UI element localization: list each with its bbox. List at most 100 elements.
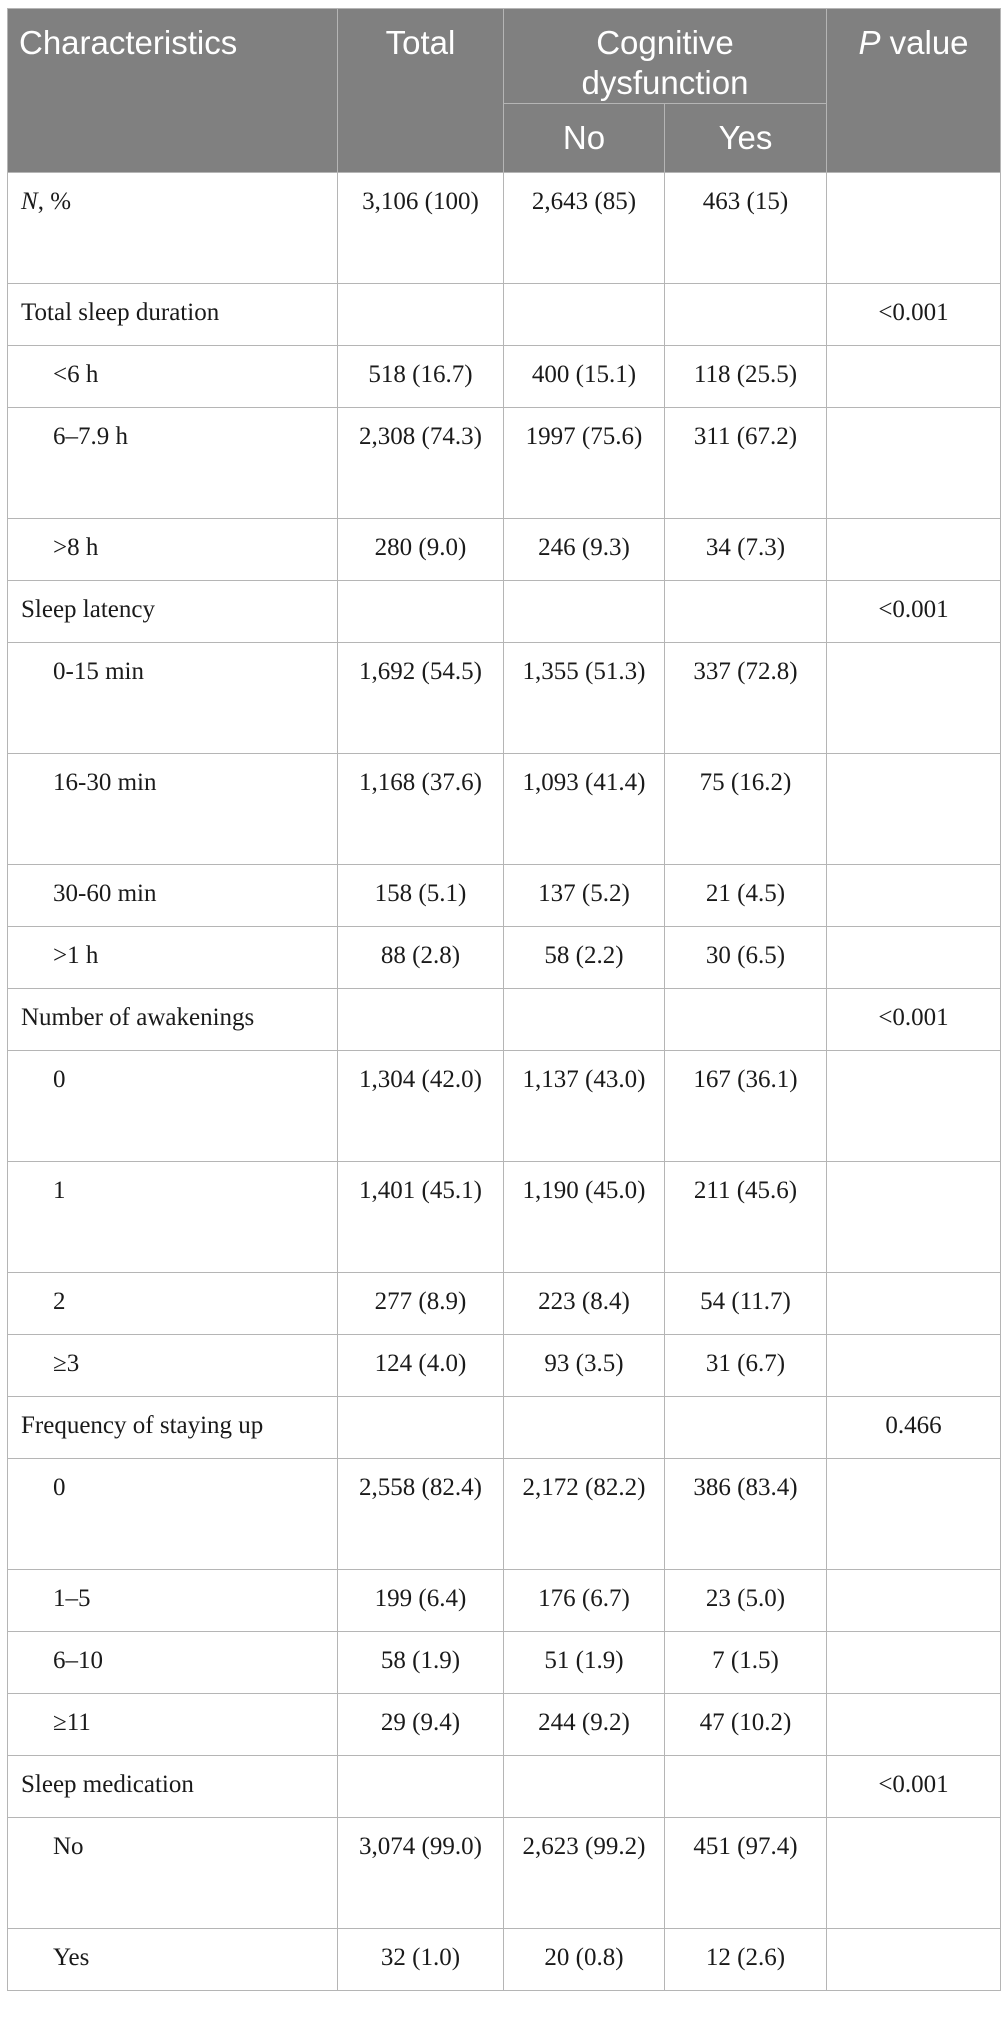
cell-p-value bbox=[826, 753, 1001, 865]
row-label: N, % bbox=[7, 172, 338, 284]
cell-yes bbox=[664, 580, 827, 643]
row-label-text: Sleep latency bbox=[21, 596, 155, 623]
row-label-text: Yes bbox=[53, 1944, 90, 1971]
cell-no: 1,355 (51.3) bbox=[503, 642, 665, 754]
row-label-text: Frequency of staying up bbox=[21, 1412, 264, 1439]
cell-no: 1,137 (43.0) bbox=[503, 1050, 665, 1162]
cell-no: 244 (9.2) bbox=[503, 1693, 665, 1756]
row-label-text: >1 h bbox=[53, 942, 99, 969]
cell-yes bbox=[664, 283, 827, 346]
cell-total: 518 (16.7) bbox=[337, 345, 504, 408]
table-row: >1 h 88 (2.8) 58 (2.2) 30 (6.5) bbox=[7, 926, 1001, 989]
cell-no: 400 (15.1) bbox=[503, 345, 665, 408]
row-label: >1 h bbox=[7, 926, 338, 989]
row-label: 0 bbox=[7, 1050, 338, 1162]
cell-no: 2,643 (85) bbox=[503, 172, 665, 284]
row-label: No bbox=[7, 1817, 338, 1929]
cell-p-value bbox=[826, 172, 1001, 284]
cell-yes bbox=[664, 1396, 827, 1459]
table-row: <6 h 518 (16.7) 400 (15.1) 118 (25.5) bbox=[7, 345, 1001, 408]
row-label: ≥11 bbox=[7, 1693, 338, 1756]
cell-yes: 337 (72.8) bbox=[664, 642, 827, 754]
cell-no: 1,190 (45.0) bbox=[503, 1161, 665, 1273]
row-label-text: 1–5 bbox=[53, 1585, 91, 1612]
row-label: Sleep medication bbox=[7, 1755, 338, 1818]
cell-total: 29 (9.4) bbox=[337, 1693, 504, 1756]
row-label-text: 0 bbox=[53, 1066, 66, 1093]
cell-p-value: 0.466 bbox=[826, 1396, 1001, 1459]
cell-no: 1997 (75.6) bbox=[503, 407, 665, 519]
cell-total: 1,304 (42.0) bbox=[337, 1050, 504, 1162]
table-row: 0-15 min 1,692 (54.5) 1,355 (51.3) 337 (72.… bbox=[7, 642, 1001, 754]
cell-yes: 30 (6.5) bbox=[664, 926, 827, 989]
row-label: 6–10 bbox=[7, 1631, 338, 1694]
cell-total: 88 (2.8) bbox=[337, 926, 504, 989]
table-row: No 3,074 (99.0) 2,623 (99.2) 451 (97.4) bbox=[7, 1817, 1001, 1929]
row-label-text: 0 bbox=[53, 1474, 66, 1501]
cell-yes: 34 (7.3) bbox=[664, 518, 827, 581]
cell-yes: 47 (10.2) bbox=[664, 1693, 827, 1756]
cell-total: 277 (8.9) bbox=[337, 1272, 504, 1335]
header-p-italic: P bbox=[858, 24, 881, 61]
cell-yes: 463 (15) bbox=[664, 172, 827, 284]
cell-p-value bbox=[826, 1272, 1001, 1335]
table-row: 30-60 min 158 (5.1) 137 (5.2) 21 (4.5) bbox=[7, 864, 1001, 927]
cell-no: 1,093 (41.4) bbox=[503, 753, 665, 865]
cell-yes: 311 (67.2) bbox=[664, 407, 827, 519]
cell-p-value bbox=[826, 1050, 1001, 1162]
row-label-text: 6–10 bbox=[53, 1647, 103, 1674]
subheader-row: No Yes bbox=[8, 103, 1001, 173]
row-label-text: 1 bbox=[53, 1177, 66, 1204]
row-label-text: 16-30 min bbox=[53, 769, 157, 796]
table-row: ≥11 29 (9.4) 244 (9.2) 47 (10.2) bbox=[7, 1693, 1001, 1756]
row-label: Frequency of staying up bbox=[7, 1396, 338, 1459]
cell-p-value: <0.001 bbox=[826, 1755, 1001, 1818]
cell-no bbox=[503, 1755, 665, 1818]
cell-no: 20 (0.8) bbox=[503, 1928, 665, 1991]
table-row: Frequency of staying up 0.466 bbox=[7, 1396, 1001, 1459]
cell-yes: 118 (25.5) bbox=[664, 345, 827, 408]
row-label: 2 bbox=[7, 1272, 338, 1335]
cell-no: 176 (6.7) bbox=[503, 1569, 665, 1632]
table-row: 1 1,401 (45.1) 1,190 (45.0) 211 (45.6) bbox=[7, 1161, 1001, 1273]
cell-total bbox=[337, 1396, 504, 1459]
table-row: 16-30 min 1,168 (37.6) 1,093 (41.4) 75 (16.… bbox=[7, 753, 1001, 865]
header-characteristics: Characteristics bbox=[7, 8, 338, 173]
cell-p-value bbox=[826, 407, 1001, 519]
cell-no: 2,623 (99.2) bbox=[503, 1817, 665, 1929]
header-p-rest: value bbox=[880, 24, 969, 61]
table-header: Characteristics Total Cognitive dysfunct… bbox=[7, 8, 1001, 173]
cell-p-value bbox=[826, 642, 1001, 754]
table-row: 2 277 (8.9) 223 (8.4) 54 (11.7) bbox=[7, 1272, 1001, 1335]
cell-p-value bbox=[826, 1458, 1001, 1570]
row-label-text: 2 bbox=[53, 1288, 66, 1315]
cell-p-value bbox=[826, 926, 1001, 989]
cell-total bbox=[337, 1755, 504, 1818]
cell-p-value bbox=[826, 1817, 1001, 1929]
cell-no bbox=[503, 580, 665, 643]
row-label: Sleep latency bbox=[7, 580, 338, 643]
cell-yes: 12 (2.6) bbox=[664, 1928, 827, 1991]
row-label: 1–5 bbox=[7, 1569, 338, 1632]
header-p-value: P value bbox=[826, 8, 1001, 173]
table-row: Yes 32 (1.0) 20 (0.8) 12 (2.6) bbox=[7, 1928, 1001, 1991]
cell-total: 1,168 (37.6) bbox=[337, 753, 504, 865]
row-label: 6–7.9 h bbox=[7, 407, 338, 519]
cell-total: 199 (6.4) bbox=[337, 1569, 504, 1632]
cell-yes: 451 (97.4) bbox=[664, 1817, 827, 1929]
table-row: Sleep latency <0.001 bbox=[7, 580, 1001, 643]
cell-p-value: <0.001 bbox=[826, 988, 1001, 1051]
row-label: 16-30 min bbox=[7, 753, 338, 865]
cell-no: 246 (9.3) bbox=[503, 518, 665, 581]
cell-total: 2,558 (82.4) bbox=[337, 1458, 504, 1570]
row-label-text: ≥11 bbox=[53, 1709, 91, 1736]
cell-total: 124 (4.0) bbox=[337, 1334, 504, 1397]
cell-p-value: <0.001 bbox=[826, 580, 1001, 643]
cell-p-value bbox=[826, 518, 1001, 581]
row-label-text: No bbox=[53, 1833, 84, 1860]
row-label-text: 30-60 min bbox=[53, 880, 157, 907]
table-row: 0 1,304 (42.0) 1,137 (43.0) 167 (36.1) bbox=[7, 1050, 1001, 1162]
cell-yes bbox=[664, 1755, 827, 1818]
cell-yes: 21 (4.5) bbox=[664, 864, 827, 927]
table-row: 1–5 199 (6.4) 176 (6.7) 23 (5.0) bbox=[7, 1569, 1001, 1632]
